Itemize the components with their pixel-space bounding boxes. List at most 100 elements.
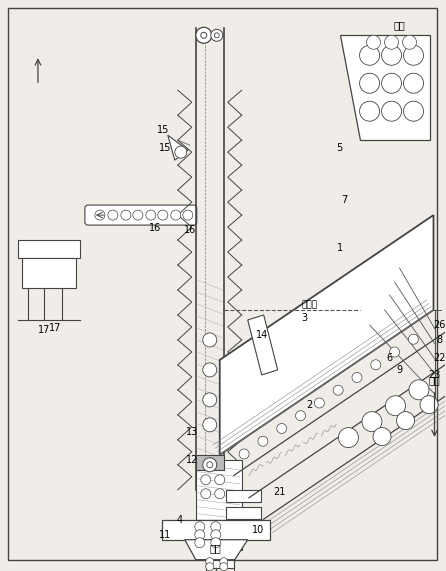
Circle shape xyxy=(214,33,219,38)
Text: 流水: 流水 xyxy=(210,542,222,553)
Circle shape xyxy=(195,538,205,548)
Text: 17: 17 xyxy=(38,325,50,335)
Circle shape xyxy=(133,210,143,220)
Text: 15: 15 xyxy=(157,125,169,135)
Circle shape xyxy=(121,210,131,220)
Circle shape xyxy=(206,562,214,570)
Text: 13: 13 xyxy=(186,427,198,437)
Circle shape xyxy=(420,396,438,413)
Circle shape xyxy=(384,35,399,49)
Bar xyxy=(226,506,261,518)
Circle shape xyxy=(382,45,401,65)
Polygon shape xyxy=(162,520,270,540)
Text: 4: 4 xyxy=(177,514,183,525)
Circle shape xyxy=(175,146,187,158)
Text: 9: 9 xyxy=(396,365,403,375)
Text: 水位线: 水位线 xyxy=(301,300,318,309)
Polygon shape xyxy=(185,540,248,560)
Text: 流水: 流水 xyxy=(429,375,440,385)
Text: 17: 17 xyxy=(49,323,61,333)
Text: 15: 15 xyxy=(159,143,171,153)
Text: 11: 11 xyxy=(159,530,171,540)
Circle shape xyxy=(195,522,205,532)
Circle shape xyxy=(215,489,225,498)
Text: 10: 10 xyxy=(252,525,264,534)
Circle shape xyxy=(171,210,181,220)
Circle shape xyxy=(339,428,359,448)
Circle shape xyxy=(211,530,221,540)
Text: 21: 21 xyxy=(273,486,286,497)
Circle shape xyxy=(373,428,391,445)
Polygon shape xyxy=(220,215,434,455)
Circle shape xyxy=(396,412,414,429)
Circle shape xyxy=(239,449,249,459)
Circle shape xyxy=(371,360,381,370)
Text: 6: 6 xyxy=(387,353,392,363)
Circle shape xyxy=(220,562,228,570)
Circle shape xyxy=(196,27,212,43)
Circle shape xyxy=(201,489,211,498)
Circle shape xyxy=(211,538,221,548)
Circle shape xyxy=(183,210,193,220)
Text: 3: 3 xyxy=(301,313,308,323)
Circle shape xyxy=(296,411,306,421)
Circle shape xyxy=(146,210,156,220)
Circle shape xyxy=(359,45,380,65)
Bar xyxy=(206,560,234,568)
Circle shape xyxy=(95,210,105,220)
Circle shape xyxy=(359,73,380,93)
Circle shape xyxy=(203,458,217,472)
Text: 12: 12 xyxy=(186,455,198,465)
Circle shape xyxy=(211,522,221,532)
Bar xyxy=(196,460,242,520)
Polygon shape xyxy=(168,135,188,160)
Circle shape xyxy=(258,436,268,446)
Text: 22: 22 xyxy=(433,353,446,363)
Circle shape xyxy=(277,424,287,433)
Circle shape xyxy=(382,73,401,93)
Circle shape xyxy=(404,101,424,121)
Text: 2: 2 xyxy=(306,400,313,410)
Circle shape xyxy=(359,101,380,121)
Bar xyxy=(22,258,76,288)
Circle shape xyxy=(352,372,362,383)
Text: 8: 8 xyxy=(437,335,442,345)
Text: 1: 1 xyxy=(337,243,343,253)
Text: 16: 16 xyxy=(184,225,196,235)
Circle shape xyxy=(201,33,207,38)
Circle shape xyxy=(203,333,217,347)
FancyBboxPatch shape xyxy=(85,205,197,225)
Circle shape xyxy=(367,35,380,49)
Polygon shape xyxy=(196,455,224,470)
Bar xyxy=(226,490,261,502)
Text: 14: 14 xyxy=(256,330,268,340)
Text: 5: 5 xyxy=(336,143,343,153)
Circle shape xyxy=(385,396,405,416)
Bar xyxy=(18,240,80,258)
Circle shape xyxy=(390,347,400,357)
Circle shape xyxy=(333,385,343,395)
Circle shape xyxy=(203,393,217,407)
Polygon shape xyxy=(248,315,278,375)
Circle shape xyxy=(403,35,417,49)
Circle shape xyxy=(314,398,324,408)
Circle shape xyxy=(220,558,228,566)
Circle shape xyxy=(206,558,214,566)
Text: 26: 26 xyxy=(434,320,446,330)
Circle shape xyxy=(409,380,429,400)
Circle shape xyxy=(203,363,217,377)
Circle shape xyxy=(203,418,217,432)
Circle shape xyxy=(404,73,424,93)
Text: 7: 7 xyxy=(342,195,348,205)
Circle shape xyxy=(211,29,223,41)
Circle shape xyxy=(409,334,418,344)
Circle shape xyxy=(201,475,211,485)
Bar xyxy=(196,520,242,550)
Circle shape xyxy=(207,462,213,468)
Circle shape xyxy=(382,101,401,121)
Text: 16: 16 xyxy=(149,223,161,233)
Circle shape xyxy=(195,530,205,540)
Polygon shape xyxy=(339,35,429,140)
Text: 23: 23 xyxy=(428,370,441,380)
Text: 流水: 流水 xyxy=(394,21,405,30)
